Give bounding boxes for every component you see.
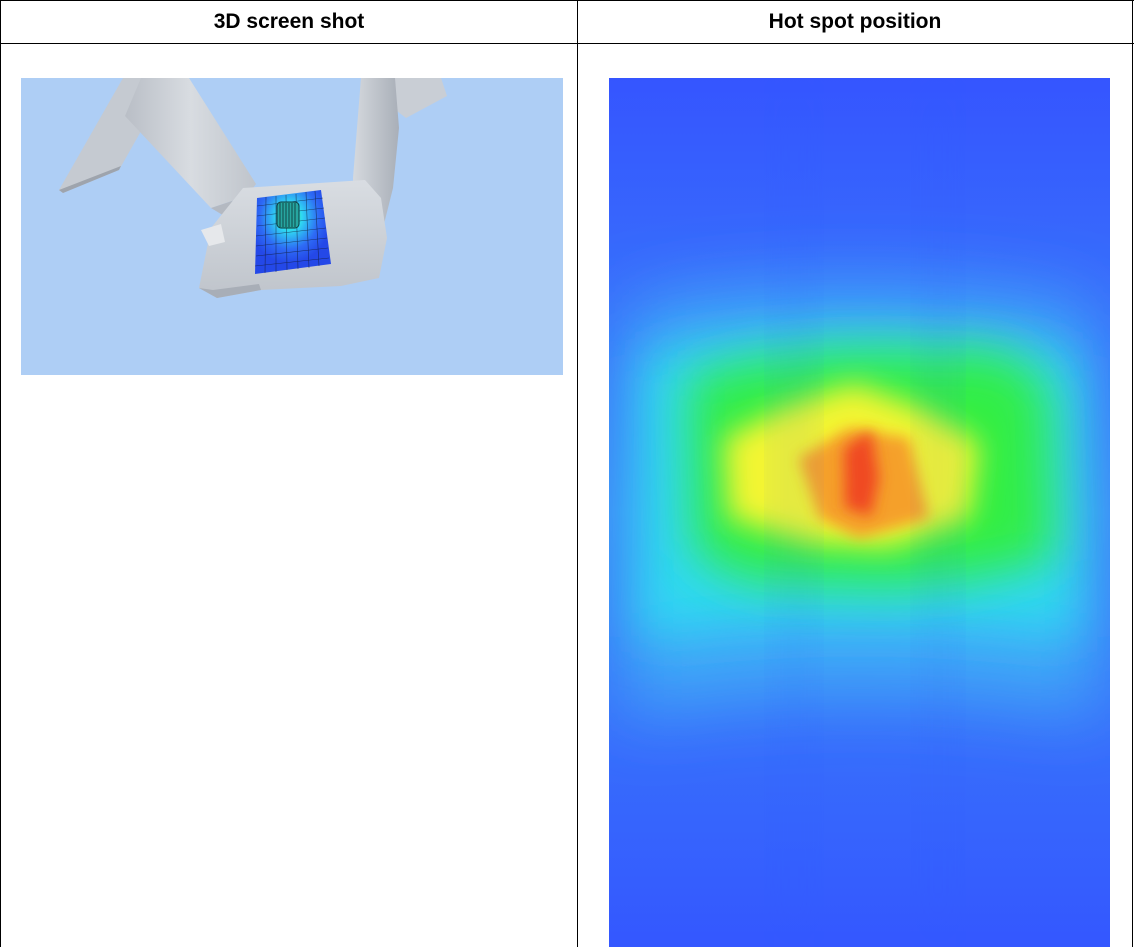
table-header-divider: [0, 43, 1134, 44]
hot-spot-heatmap: [609, 78, 1110, 947]
table-top-border: [0, 0, 1134, 1]
column-header-3d-screenshot: 3D screen shot: [213, 10, 365, 33]
left-arm: [125, 78, 256, 208]
table-right-border: [1132, 0, 1133, 947]
right-flange: [391, 78, 447, 118]
table-left-border: [0, 0, 1, 947]
3d-model-screenshot: [21, 78, 563, 375]
table-column-divider: [577, 0, 578, 947]
column-header-hot-spot-position: Hot spot position: [768, 10, 942, 33]
coil-element: [276, 201, 300, 229]
